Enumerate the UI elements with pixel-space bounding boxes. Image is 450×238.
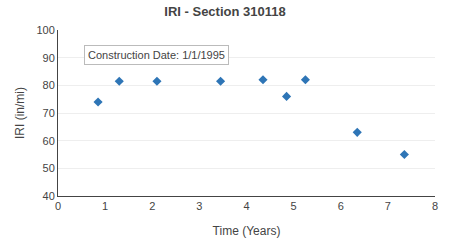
svg-text:2: 2	[149, 200, 155, 212]
svg-text:8: 8	[432, 200, 438, 212]
svg-text:100: 100	[36, 24, 54, 36]
svg-text:90: 90	[43, 52, 55, 64]
svg-text:1: 1	[102, 200, 108, 212]
svg-text:6: 6	[338, 200, 344, 212]
svg-text:60: 60	[43, 135, 55, 147]
svg-text:5: 5	[291, 200, 297, 212]
svg-text:7: 7	[385, 200, 391, 212]
svg-text:0: 0	[55, 200, 61, 212]
svg-text:4: 4	[243, 200, 249, 212]
svg-text:Construction Date: 1/1/1995: Construction Date: 1/1/1995	[88, 49, 225, 61]
svg-text:40: 40	[43, 190, 55, 202]
svg-text:IRI - Section 310118: IRI - Section 310118	[164, 4, 285, 19]
svg-text:70: 70	[43, 107, 55, 119]
svg-text:50: 50	[43, 162, 55, 174]
svg-text:IRI (in/mi): IRI (in/mi)	[13, 87, 27, 139]
svg-text:Time (Years): Time (Years)	[213, 224, 281, 238]
svg-text:80: 80	[43, 79, 55, 91]
svg-text:3: 3	[196, 200, 202, 212]
